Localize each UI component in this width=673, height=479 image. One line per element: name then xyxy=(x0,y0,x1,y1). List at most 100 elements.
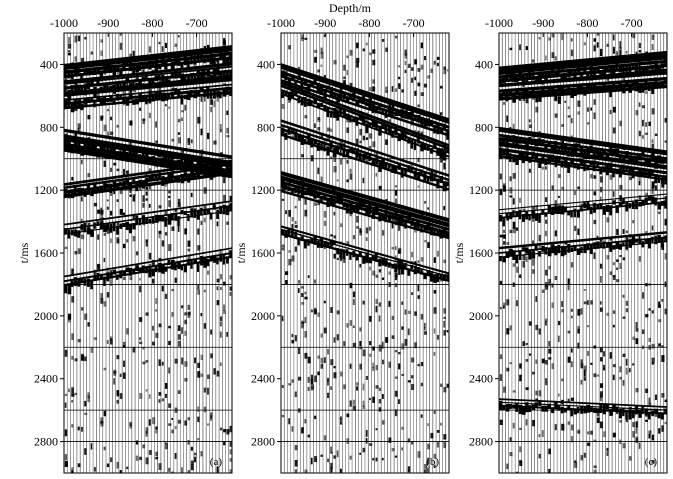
wiggle-noise xyxy=(503,183,506,187)
wiggle-noise xyxy=(226,110,229,115)
wiggle-noise xyxy=(301,292,304,298)
wiggle-peak xyxy=(525,139,529,149)
wiggle-noise xyxy=(593,112,596,120)
wiggle-peak xyxy=(599,87,604,92)
wiggle-peak xyxy=(518,73,522,80)
wiggle-noise xyxy=(411,383,415,391)
wiggle-noise xyxy=(152,325,155,331)
wiggle-peak xyxy=(171,259,175,270)
wiggle-noise xyxy=(301,154,305,158)
wiggle-noise xyxy=(97,90,99,98)
y-tick-label: 400 xyxy=(40,57,58,71)
wiggle-noise xyxy=(87,114,91,120)
wiggle-peak xyxy=(151,60,155,68)
wiggle-noise xyxy=(411,109,414,115)
wiggle-peak xyxy=(576,66,581,73)
wiggle-noise xyxy=(427,207,430,210)
wiggle-peak xyxy=(397,163,401,170)
wiggle-noise xyxy=(541,358,545,364)
wiggle-peak xyxy=(339,196,344,205)
wiggle-noise xyxy=(168,467,171,472)
wiggle-noise xyxy=(110,131,114,136)
wiggle-noise xyxy=(417,68,421,72)
wiggle-peak xyxy=(554,156,558,166)
wiggle-noise xyxy=(391,315,395,320)
wiggle-noise xyxy=(394,409,398,417)
wiggle-noise xyxy=(158,463,162,470)
wiggle-noise xyxy=(411,292,414,296)
wiggle-noise xyxy=(362,447,366,453)
wiggle-noise xyxy=(651,460,655,464)
wiggle-noise xyxy=(577,342,580,349)
wiggle-noise xyxy=(142,347,145,350)
wiggle-noise xyxy=(181,327,183,334)
wiggle-noise xyxy=(388,437,392,443)
wiggle-peak xyxy=(576,210,580,218)
wiggle-noise xyxy=(132,347,136,353)
trace-area xyxy=(64,33,232,473)
wiggle-peak xyxy=(541,405,545,412)
wiggle-peak xyxy=(132,63,136,74)
wiggle-noise xyxy=(336,257,340,261)
wiggle-peak xyxy=(602,82,606,90)
wiggle-noise xyxy=(570,135,573,139)
wiggle-peak xyxy=(161,158,165,168)
wiggle-noise xyxy=(148,90,152,98)
wiggle-noise xyxy=(664,308,667,315)
wiggle-noise xyxy=(381,394,384,399)
wiggle-peak xyxy=(596,148,600,157)
wiggle-noise xyxy=(599,394,602,402)
wiggle-peak xyxy=(599,404,603,413)
wiggle-noise xyxy=(532,240,534,246)
wiggle-noise xyxy=(612,49,615,54)
wiggle-noise xyxy=(194,87,198,90)
wiggle-noise xyxy=(506,367,510,372)
wiggle-peak xyxy=(222,88,227,97)
wiggle-noise xyxy=(314,99,317,104)
wiggle-peak xyxy=(664,157,667,164)
wiggle-noise xyxy=(593,465,597,469)
wiggle-noise xyxy=(139,107,142,111)
wiggle-peak xyxy=(164,177,168,185)
wiggle-noise xyxy=(181,149,185,153)
wiggle-peak xyxy=(589,145,593,152)
wiggle-noise xyxy=(184,377,188,382)
wiggle-peak xyxy=(154,264,158,273)
wiggle-peak xyxy=(538,138,541,145)
wiggle-peak xyxy=(213,255,217,263)
wiggle-noise xyxy=(168,325,171,329)
wiggle-noise xyxy=(570,118,573,124)
x-axis-title: Depth/m xyxy=(329,1,372,15)
wiggle-noise xyxy=(333,455,336,459)
wiggle-noise xyxy=(590,68,594,72)
wiggle-noise xyxy=(554,113,558,118)
wiggle-noise xyxy=(443,329,446,336)
wiggle-noise xyxy=(288,184,291,188)
wiggle-peak xyxy=(375,157,379,165)
y-axis-title: t/ms xyxy=(17,242,31,263)
wiggle-peak xyxy=(433,274,437,283)
wiggle-noise xyxy=(297,279,301,284)
wiggle-noise xyxy=(609,109,612,115)
wiggle-noise xyxy=(87,224,90,229)
wiggle-peak xyxy=(164,156,168,166)
wiggle-peak xyxy=(391,264,395,269)
wiggle-noise xyxy=(554,200,557,207)
wiggle-peak xyxy=(512,250,516,260)
reflector-event xyxy=(499,54,667,76)
wiggle-noise xyxy=(352,325,355,328)
wiggle-peak xyxy=(570,90,574,99)
wiggle-peak xyxy=(313,192,317,199)
wiggle-noise xyxy=(512,173,516,179)
wiggle-noise xyxy=(219,316,223,322)
wiggle-noise xyxy=(346,241,350,246)
wiggle-noise xyxy=(142,69,145,75)
wiggle-noise xyxy=(145,427,149,434)
wiggle-noise xyxy=(658,319,662,323)
wiggle-noise xyxy=(378,269,382,273)
x-tick-label: -900 xyxy=(97,16,119,30)
wiggle-peak xyxy=(148,175,153,180)
wiggle-noise xyxy=(638,195,642,201)
wiggle-noise xyxy=(161,361,164,366)
wiggle-noise xyxy=(557,159,561,165)
